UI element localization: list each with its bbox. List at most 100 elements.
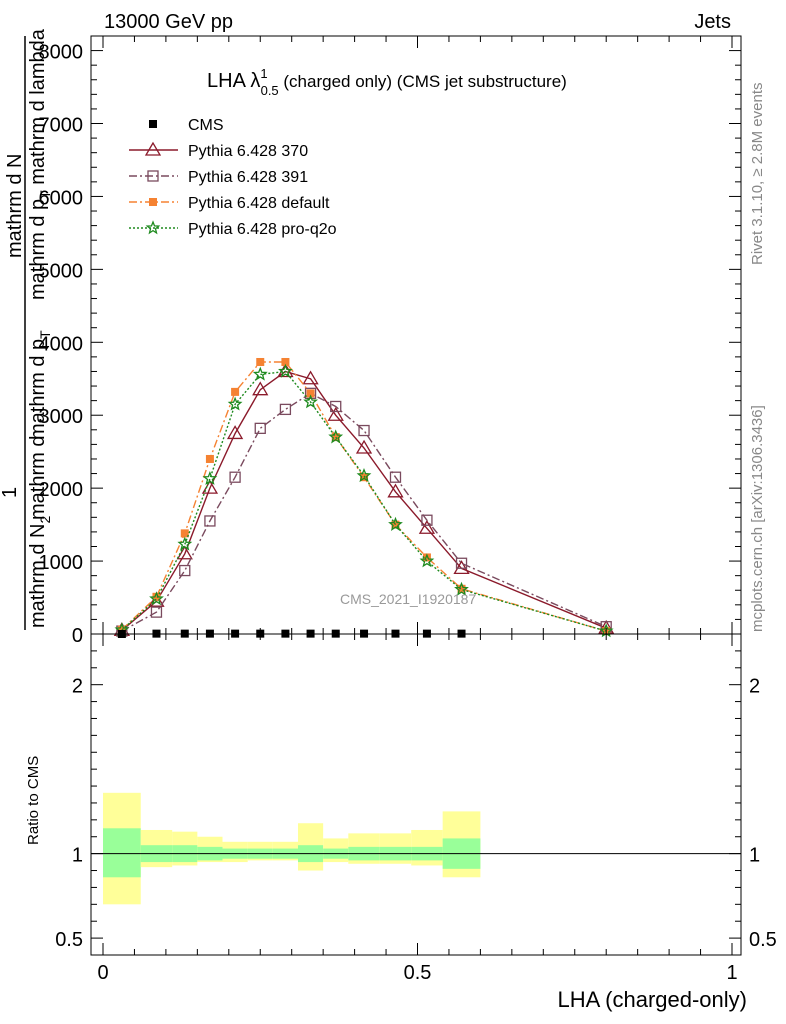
main-ytick-label: 1000 xyxy=(39,552,84,574)
series-point xyxy=(149,591,164,606)
legend-label: Pythia 6.428 default xyxy=(188,195,330,212)
series-point xyxy=(358,424,370,437)
ratio-ytick-label: 2 xyxy=(72,676,83,698)
header-energy: 13000 GeV pp xyxy=(104,11,233,33)
legend-marker xyxy=(149,120,157,128)
series-point xyxy=(330,400,342,413)
series-point xyxy=(252,366,268,381)
legend-label: CMS xyxy=(188,117,224,134)
ratio-ytick-label-right: 1 xyxy=(749,845,760,867)
ylabel-num-line2: mathrm d pT mathrm d lambda xyxy=(27,28,53,300)
rivet-label: Rivet 3.1.10, ≥ 2.8M events xyxy=(749,83,766,266)
series-point xyxy=(327,406,344,421)
legend-label: Pythia 6.428 391 xyxy=(188,169,308,186)
series-line xyxy=(121,361,607,632)
series-point xyxy=(388,516,403,531)
series-1 xyxy=(116,387,612,637)
series-point xyxy=(229,471,241,483)
series-point xyxy=(202,470,218,485)
main-ytick-label: 5000 xyxy=(39,260,84,282)
series-point xyxy=(389,471,402,483)
main-ytick-label: 4000 xyxy=(39,333,84,355)
ratio-ytick-label: 1 xyxy=(72,845,83,867)
ylabel-num-line1: mathrm d N xyxy=(4,154,26,258)
main-ytick-label: 2000 xyxy=(39,479,84,501)
series-point xyxy=(252,381,269,396)
legend-marker xyxy=(149,198,157,206)
series-point xyxy=(421,514,433,526)
series-point xyxy=(418,519,436,534)
series-point xyxy=(176,545,193,560)
legend-entry: CMS xyxy=(149,117,224,134)
legend-entry: Pythia 6.428 default xyxy=(129,195,330,212)
series-point xyxy=(204,515,216,527)
x-axis-label: LHA (charged-only) xyxy=(557,987,747,1012)
ratio-ytick-label: 0.5 xyxy=(55,929,83,951)
main-title: LHA λ1 0.5 (charged only) (CMS jet substr… xyxy=(207,66,567,98)
x-tick-label: 0.5 xyxy=(404,962,432,984)
header-jets: Jets xyxy=(694,11,731,33)
series-point xyxy=(328,429,344,444)
ratio-inner-band xyxy=(103,828,141,878)
series-point xyxy=(254,422,266,434)
ratio-ytick-label-right: 0.5 xyxy=(749,929,777,951)
series-point xyxy=(419,553,435,568)
series-point xyxy=(304,387,317,399)
ratio-ylabel: Ratio to CMS xyxy=(25,756,42,845)
ratio-bands xyxy=(91,792,741,905)
series-point xyxy=(150,606,163,618)
main-ytick-label: 3000 xyxy=(39,406,84,428)
series-point xyxy=(303,394,319,409)
main-ytick-label: 6000 xyxy=(39,187,84,209)
series-point xyxy=(179,564,191,577)
legend-marker xyxy=(145,220,161,235)
series-point xyxy=(231,387,240,396)
x-tick-label: 1 xyxy=(726,962,737,984)
legend-marker xyxy=(147,170,159,182)
series-point xyxy=(355,439,373,454)
series-point xyxy=(454,581,469,596)
series-point xyxy=(281,357,290,366)
series-line xyxy=(121,370,607,632)
legend-entry: Pythia 6.428 pro-q2o xyxy=(129,220,337,238)
ratio-frame xyxy=(90,633,742,956)
legend-entry: Pythia 6.428 370 xyxy=(129,141,308,160)
x-tick-label: 0 xyxy=(97,962,108,984)
series-point xyxy=(455,557,468,569)
series-point xyxy=(356,467,372,483)
series-point xyxy=(453,560,470,575)
series-point xyxy=(277,363,294,378)
series-point xyxy=(177,536,193,551)
axes: 0 1000 2000 3000 4000 5000 6000 7000 8000 0 0.5 1 0.… xyxy=(39,35,777,984)
ylabel-overlap-3: mathrm d N2 xyxy=(27,516,53,628)
series-point xyxy=(331,433,340,442)
series-point xyxy=(152,592,161,601)
series-point xyxy=(422,553,431,562)
series-point xyxy=(256,357,265,366)
ylabel-overlap-1: mathrm d pT xyxy=(27,330,53,440)
series-point xyxy=(278,363,293,378)
series-point xyxy=(205,454,214,463)
legend-label: Pythia 6.428 370 xyxy=(188,143,308,160)
legend-entry: Pythia 6.428 391 xyxy=(129,169,308,186)
analysis-watermark: CMS_2021_I1920187 xyxy=(340,591,476,607)
series-point xyxy=(279,403,292,416)
main-ylabel: 1 mathrm d N mathrm d pT mathrm d lambda… xyxy=(0,28,53,630)
legend-marker xyxy=(144,141,162,156)
legend: CMS Pythia 6.428 370 Pythia 6.428 391 Pythi… xyxy=(129,117,337,238)
series-point xyxy=(457,584,466,593)
main-ytick-label: 0 xyxy=(72,625,83,647)
ylabel-one: 1 xyxy=(0,487,21,498)
ratio-ytick-label-right: 2 xyxy=(749,676,760,698)
series-point xyxy=(306,389,315,398)
main-ytick-label: 7000 xyxy=(39,115,84,137)
series-line xyxy=(121,392,607,632)
series-point xyxy=(387,483,404,498)
series-point xyxy=(226,425,244,440)
series-point xyxy=(360,473,369,482)
ylabel-overlap-2: mathrm d xyxy=(27,436,49,520)
legend-label: Pythia 6.428 pro-q2o xyxy=(188,221,337,238)
series-point xyxy=(180,529,189,538)
mcplots-label: mcplots.cern.ch [arXiv:1306.3436] xyxy=(749,405,766,632)
